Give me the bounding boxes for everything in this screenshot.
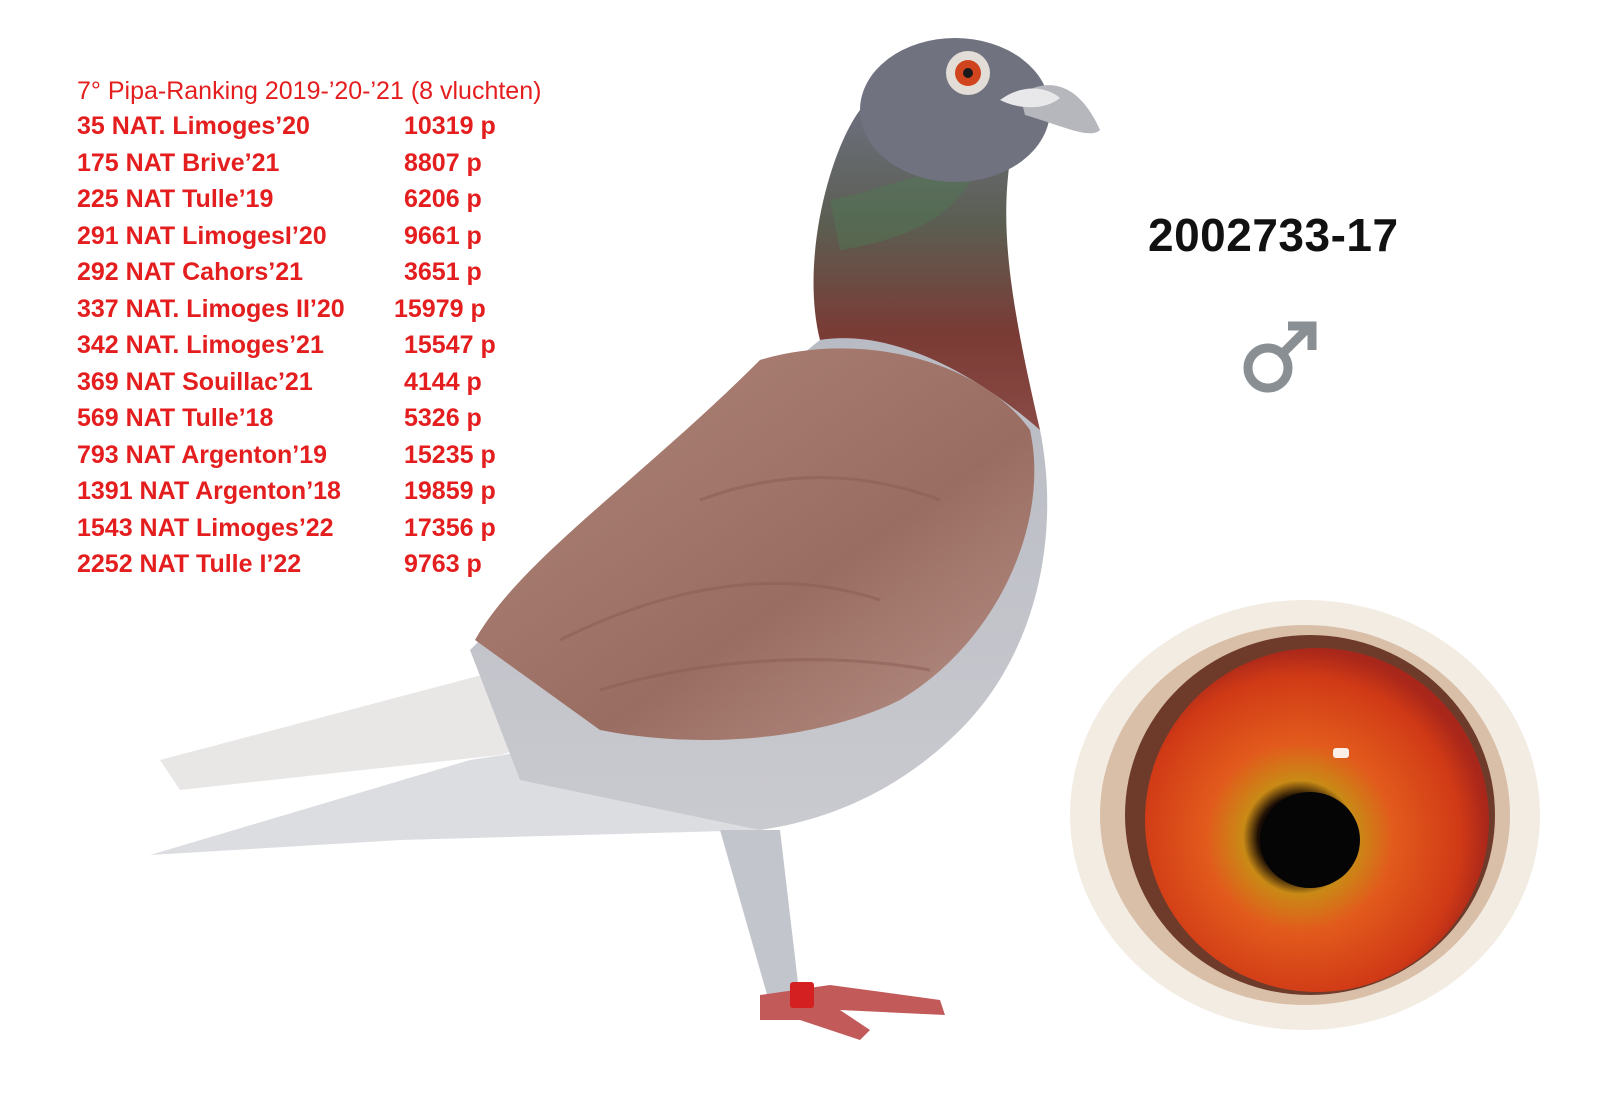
result-row: 175 NAT Brive’21 8807 p [77,145,541,182]
result-row: 337 NAT. Limoges II’20 15979 p [77,291,541,328]
result-row: 1543 NAT Limoges’22 17356 p [77,510,541,547]
result-row: 35 NAT. Limoges’20 10319 p [77,108,541,145]
race-points: 5326 p [404,404,482,432]
race-name: 292 NAT Cahors’21 [77,258,304,286]
result-row: 225 NAT Tulle’19 6206 p [77,181,541,218]
race-name: 1391 NAT Argenton’18 [77,477,341,505]
race-points: 4144 p [404,367,482,396]
results-list: 35 NAT. Limoges’20 10319 p 175 NAT Brive’… [77,108,541,583]
race-points: 6206 p [404,185,482,213]
race-points: 19859 p [404,477,496,505]
male-symbol-icon [1243,321,1317,393]
race-name: 225 NAT Tulle’19 [77,185,274,213]
race-name: 569 NAT Tulle’18 [77,404,274,432]
result-row: 342 NAT. Limoges’21 15547 p [77,327,541,364]
race-points: 15979 p [394,294,486,323]
wing [475,348,1035,740]
race-name: 291 NAT LimogesI’20 [77,221,327,250]
race-name: 2252 NAT Tulle I’22 [77,550,302,578]
head [860,38,1050,182]
result-row: 369 NAT Souillac’21 4144 p [77,364,541,401]
feet [760,985,945,1040]
race-results: 7° Pipa-Ranking 2019-’20-’21 (8 vluchten… [77,74,541,583]
race-points: 8807 p [404,148,482,177]
race-points: 9661 p [404,221,482,250]
race-points: 3651 p [404,258,482,286]
race-name: 793 NAT Argenton’19 [77,440,328,469]
leg-ring [790,982,814,1008]
race-points: 17356 p [404,513,496,542]
leg [720,830,800,1005]
result-row: 1391 NAT Argenton’18 19859 p [77,473,541,510]
race-name: 342 NAT. Limoges’21 [77,331,324,359]
result-row: 793 NAT Argenton’19 15235 p [77,437,541,474]
race-points: 15235 p [404,440,496,469]
result-row: 292 NAT Cahors’21 3651 p [77,254,541,291]
eye-closeup-image [1070,600,1540,1030]
ring-number: 2002733-17 [1148,209,1399,261]
race-name: 175 NAT Brive’21 [77,148,280,177]
race-name: 35 NAT. Limoges’20 [77,112,310,140]
race-name: 369 NAT Souillac’21 [77,367,313,396]
race-points: 15547 p [404,331,496,359]
race-name: 1543 NAT Limoges’22 [77,513,334,542]
race-points: 10319 p [404,112,496,140]
ranking-title: 7° Pipa-Ranking 2019-’20-’21 (8 vluchten… [77,77,542,105]
pupil [1260,792,1360,888]
race-name: 337 NAT. Limoges II’20 [77,294,345,323]
result-row: 569 NAT Tulle’18 5326 p [77,400,541,437]
race-points: 9763 p [404,550,482,578]
result-row: 291 NAT LimogesI’20 9661 p [77,218,541,255]
result-row: 2252 NAT Tulle I’22 9763 p [77,546,541,583]
neck [813,110,1040,430]
